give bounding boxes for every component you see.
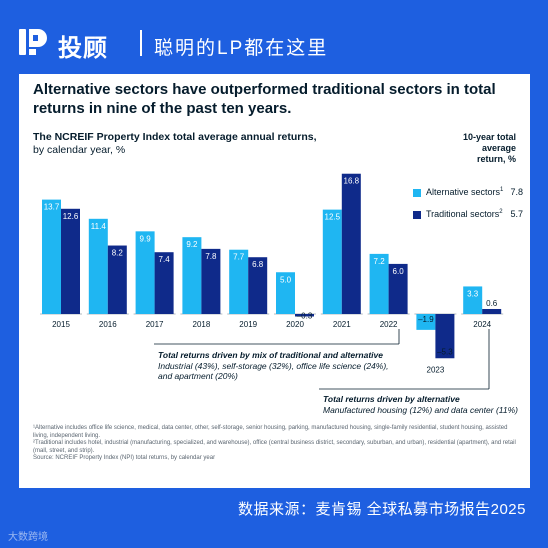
chart-subtitle: The NCREIF Property Index total average …: [33, 131, 333, 157]
chart-legend: Alternative sectors1 7.8 Traditional sec…: [413, 187, 523, 231]
data-label-alternative-2018: 9.2: [186, 240, 198, 249]
bar-traditional-2021: [341, 173, 361, 314]
annotation-mix-line1: Industrial (43%), self-storage (32%), of…: [158, 360, 389, 371]
data-label-alternative-2024: 3.3: [467, 289, 479, 298]
data-label-alternative-2022: 7.2: [374, 257, 386, 266]
bar-traditional-2015: [61, 208, 80, 314]
annotation-mix-line2: and apartment (20%): [158, 371, 238, 381]
bar-alternative-2021: [322, 209, 342, 314]
data-label-traditional-2021: 16.8: [344, 177, 360, 186]
data-label-traditional-2022: 6.0: [393, 267, 405, 276]
chart-headline: Alternative sectors have outperformed tr…: [33, 81, 496, 117]
tick-label-2022: 2022: [380, 320, 398, 329]
bar-alternative-2015: [42, 199, 61, 314]
bar-traditional-2020: [295, 314, 314, 317]
data-label-alternative-2023: –1.9: [418, 315, 434, 324]
tick-label-2019: 2019: [239, 320, 257, 329]
legend-value-alternative: 7.8: [510, 187, 523, 197]
data-label-traditional-2019: 6.8: [252, 260, 264, 269]
bar-traditional-2018: [201, 248, 221, 314]
footnote-2: ²Traditional includes hotel, industrial …: [33, 440, 516, 454]
bar-alternative-2022: [369, 253, 389, 314]
data-source-line: 数据来源：麦肯锡 全球私募市场报告2025: [237, 501, 526, 518]
watermark-text: 大数跨境: [8, 532, 48, 543]
data-label-traditional-2017: 7.4: [159, 255, 171, 264]
bar-traditional-2019: [248, 257, 268, 314]
legend-swatch-traditional: [413, 211, 421, 219]
bar-chart: 13.712.6 2015 11.4 8.2 2016 9.9 7.4 2017 9.2 7.8 2…: [40, 173, 504, 390]
ten-year-header: 10-year total average return, %: [406, 132, 516, 165]
footnotes: ¹Alternative includes office life scienc…: [33, 425, 523, 463]
tick-label-2021: 2021: [333, 320, 351, 329]
data-label-alternative-2020: 5.0: [280, 275, 292, 284]
chart-card: Alternative sectors have outperformed tr…: [19, 74, 530, 488]
header-slogan: 聪明的LP都在这里: [154, 38, 329, 59]
tick-label-2024: 2024: [473, 320, 491, 329]
data-label-alternative-2015: 13.7: [44, 203, 60, 212]
legend-label-traditional: Traditional sectors2: [426, 209, 503, 219]
bar-traditional-2022: [388, 263, 408, 314]
annotation-alternative: Total returns driven by alternative Manu…: [323, 394, 528, 415]
subtitle-bold: The NCREIF Property Index total average …: [33, 131, 317, 143]
bar-alternative-2017: [135, 231, 155, 314]
ten-year-line2: average: [481, 143, 516, 153]
legend-label-alternative: Alternative sectors1: [426, 187, 504, 197]
data-label-alternative-2017: 9.9: [140, 234, 152, 243]
legend-item-traditional: Traditional sectors2 5.7: [413, 209, 523, 231]
bar-alternative-2023: [416, 314, 436, 330]
data-label-alternative-2019: 7.7: [233, 253, 245, 262]
source-band: 数据来源：麦肯锡 全球私募市场报告2025: [0, 488, 548, 548]
data-label-traditional-2020: –0.3: [297, 311, 313, 320]
legend-item-alternative: Alternative sectors1 7.8: [413, 187, 523, 209]
bar-traditional-2017: [154, 252, 174, 314]
annotation-mix-title: Total returns driven by mix of tradition…: [158, 350, 383, 360]
tick-label-2015: 2015: [52, 320, 70, 329]
footnote-1: ¹Alternative includes office life scienc…: [33, 425, 508, 439]
data-label-traditional-2015: 12.6: [63, 212, 79, 221]
bar-traditional-2023: [435, 314, 455, 359]
bar-alternative-2016: [88, 218, 108, 314]
annotation-alt-title: Total returns driven by alternative: [323, 394, 460, 404]
annotation-alt-line1: Manufactured housing (12%) and data cent…: [323, 404, 518, 415]
bar-alternative-2020: [276, 272, 295, 314]
tick-label-2016: 2016: [99, 320, 117, 329]
header-divider: [140, 30, 142, 56]
tick-label-2017: 2017: [146, 320, 164, 329]
data-label-traditional-2018: 7.8: [205, 252, 217, 261]
tick-label-2018: 2018: [193, 320, 211, 329]
bar-traditional-2024: [482, 308, 502, 314]
header: 投顾 聪明的LP都在这里: [0, 0, 548, 74]
legend-value-traditional: 5.7: [510, 209, 523, 219]
data-label-traditional-2023: –5.3: [437, 347, 453, 356]
data-label-traditional-2024: 0.6: [486, 299, 498, 308]
tick-label-2020: 2020: [286, 320, 304, 329]
bar-traditional-2016: [107, 245, 127, 314]
brand-name: 投顾: [58, 35, 108, 62]
subtitle-rest: by calendar year, %: [33, 144, 126, 156]
annotation-mix: Total returns driven by mix of tradition…: [158, 350, 398, 382]
bar-alternative-2024: [463, 286, 483, 314]
data-label-alternative-2016: 11.4: [91, 222, 107, 231]
footnote-source: Source: NCREIF Property Index (NPI) tota…: [33, 455, 216, 462]
ten-year-line1: 10-year total: [462, 132, 516, 142]
bar-alternative-2019: [229, 249, 249, 314]
bar-alternative-2018: [182, 237, 202, 314]
brand-logo-icon: [19, 29, 47, 55]
data-label-alternative-2021: 12.5: [325, 213, 341, 222]
ten-year-line3: return, %: [476, 154, 516, 164]
tick-label-2023: 2023: [427, 365, 445, 374]
data-label-traditional-2016: 8.2: [112, 249, 124, 258]
legend-swatch-alternative: [413, 189, 421, 197]
